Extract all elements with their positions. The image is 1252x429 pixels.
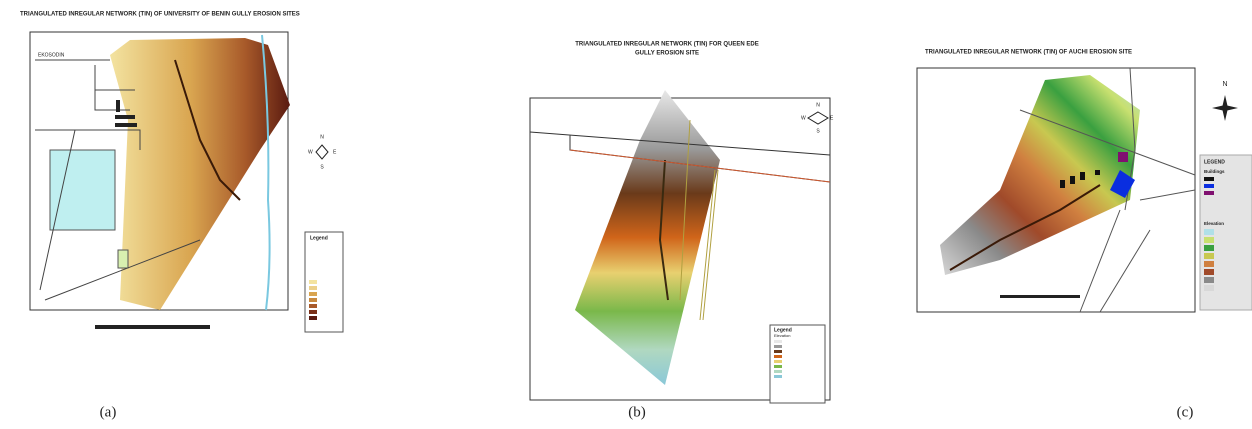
legend-swatches — [1204, 177, 1214, 195]
building-pri — [1118, 152, 1128, 162]
caption: (a) — [100, 404, 117, 420]
map-title: GULLY EROSION SITE — [635, 51, 699, 57]
compass-label: E — [830, 115, 834, 121]
block — [50, 150, 115, 230]
legend-title: LEGEND — [1204, 159, 1225, 165]
compass: N E S W — [308, 134, 337, 170]
compass-label: N — [816, 102, 820, 108]
caption: (b) — [628, 404, 646, 420]
legend-item: Buildings — [1204, 169, 1225, 174]
panel-b: TRIANGULATED INREGULAR NETWORK (TIN) FOR… — [530, 42, 834, 421]
block — [118, 250, 128, 268]
compass-label: N — [1222, 81, 1227, 88]
panel-c: TRIANGULATED INREGULAR NETWORK (TIN) OF … — [917, 50, 1252, 421]
legend-item: Elevation — [1204, 221, 1224, 226]
scale-bar — [1000, 295, 1080, 298]
figure: TRIANGULATED INREGULAR NETWORK (TIN) OF … — [0, 0, 1252, 429]
legend-swatches — [309, 280, 317, 320]
compass-label: W — [801, 115, 806, 121]
legend-title: Legend — [310, 235, 328, 241]
compass-label: E — [333, 149, 337, 155]
map-title: TRIANGULATED INREGULAR NETWORK (TIN) OF … — [925, 50, 1132, 56]
compass-label: S — [320, 164, 324, 170]
caption: (c) — [1177, 404, 1194, 420]
compass-label: W — [308, 149, 313, 155]
panel-a: TRIANGULATED INREGULAR NETWORK (TIN) OF … — [20, 12, 343, 421]
place-label: EKOSODIN — [38, 52, 65, 58]
scale-bar — [95, 325, 210, 329]
map-title: TRIANGULATED INREGULAR NETWORK (TIN) OF … — [20, 12, 300, 18]
compass-label: N — [320, 134, 324, 140]
legend-item: Elevation — [774, 333, 790, 338]
compass: N — [1212, 81, 1238, 121]
map-title: TRIANGULATED INREGULAR NETWORK (TIN) FOR… — [575, 42, 759, 48]
